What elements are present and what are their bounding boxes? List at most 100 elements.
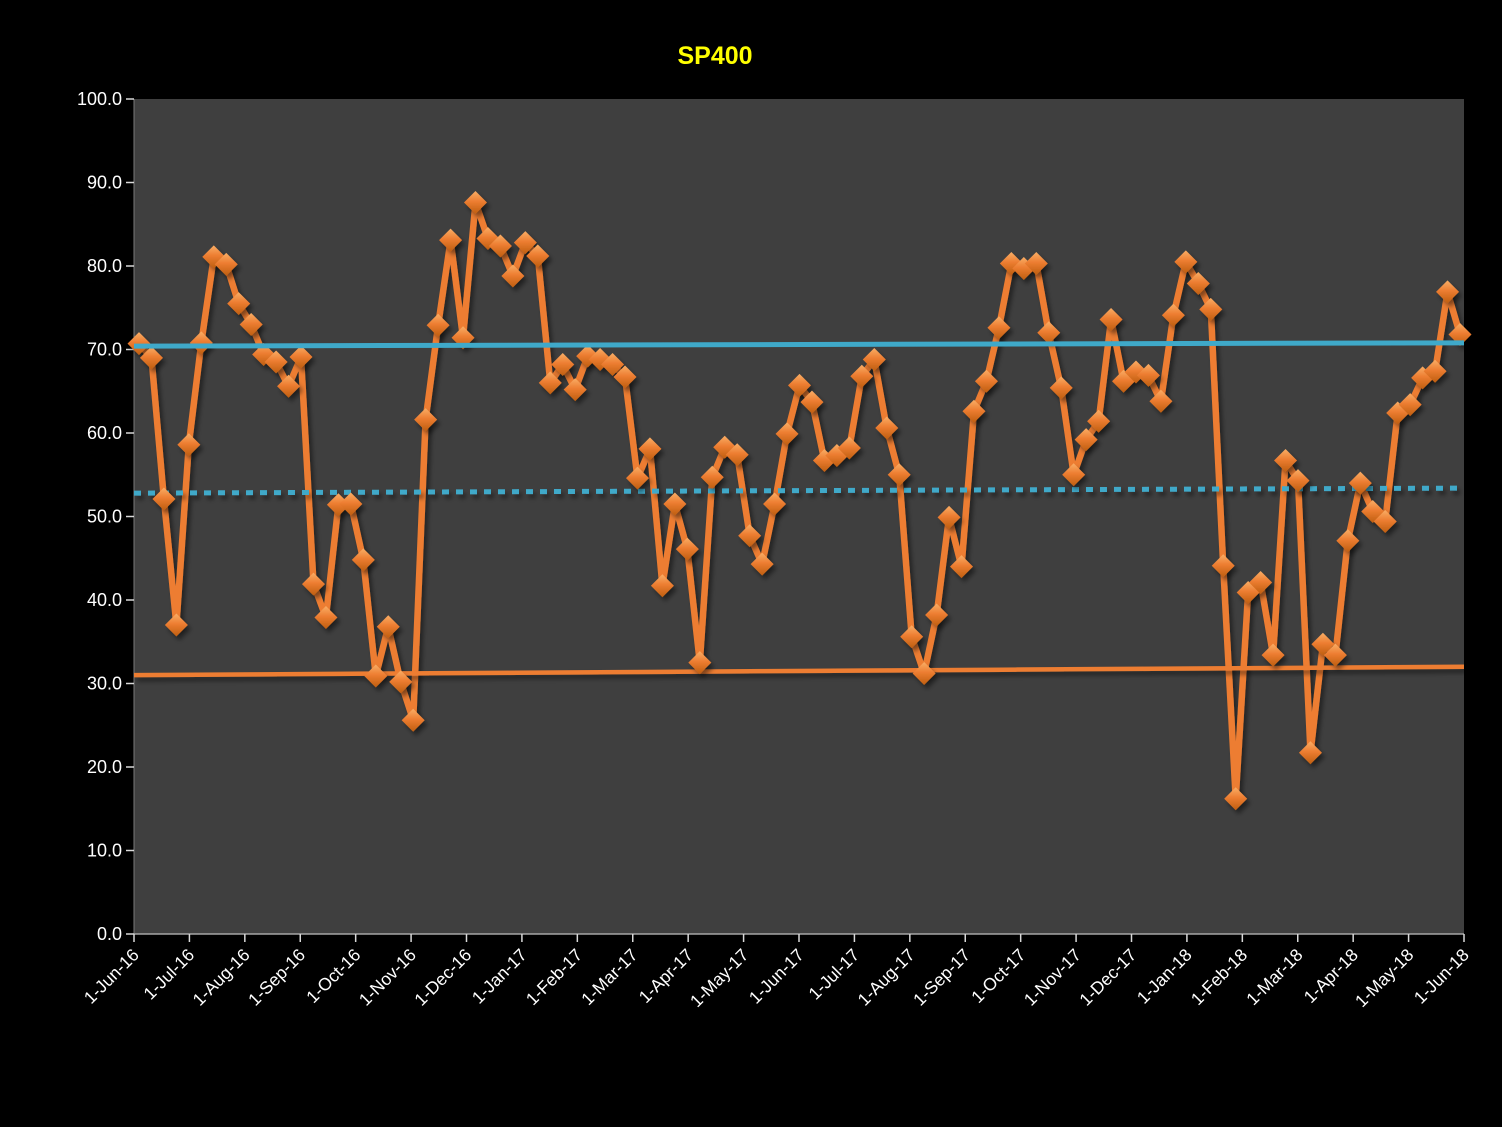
data-point-marker bbox=[376, 615, 400, 639]
data-point-marker bbox=[501, 264, 525, 288]
data-point-marker bbox=[1348, 471, 1372, 495]
x-axis-label: 1-Jan-18 bbox=[1133, 945, 1196, 1008]
data-point-marker bbox=[1149, 389, 1173, 413]
trend-lines bbox=[133, 485, 1465, 678]
data-point-marker bbox=[650, 574, 674, 598]
x-axis-label: 1-May-18 bbox=[1351, 945, 1417, 1011]
x-axis-label: 1-Nov-17 bbox=[1020, 945, 1085, 1010]
x-axis-label: 1-Jun-17 bbox=[745, 945, 808, 1008]
data-point-marker bbox=[775, 422, 799, 446]
data-point-marker bbox=[264, 350, 288, 374]
data-point-marker bbox=[164, 613, 188, 637]
data-point-marker bbox=[1012, 257, 1036, 281]
data-point-marker bbox=[725, 443, 749, 467]
x-axis-label: 1-Aug-16 bbox=[189, 945, 254, 1010]
data-point-marker bbox=[1398, 393, 1422, 417]
y-axis-label: 20.0 bbox=[87, 757, 122, 777]
data-point-marker bbox=[1436, 280, 1460, 304]
x-axis-label: 1-Dec-16 bbox=[410, 945, 475, 1010]
data-point-marker bbox=[1161, 303, 1185, 327]
x-axis-label: 1-Jun-18 bbox=[1410, 945, 1473, 1008]
data-point-marker bbox=[1286, 469, 1310, 493]
data-point-marker bbox=[488, 234, 512, 258]
data-point-marker bbox=[1099, 307, 1123, 331]
data-point-marker bbox=[1049, 376, 1073, 400]
data-point-marker bbox=[526, 244, 550, 268]
data-point-marker bbox=[900, 625, 924, 649]
data-point-marker bbox=[277, 374, 301, 398]
data-point-marker bbox=[962, 399, 986, 423]
data-point-marker bbox=[987, 316, 1011, 340]
data-point-marker bbox=[177, 433, 201, 457]
data-point-marker bbox=[414, 408, 438, 432]
x-axis-label: 1-Feb-18 bbox=[1187, 945, 1251, 1009]
data-point-marker bbox=[1274, 449, 1298, 473]
data-point-marker bbox=[401, 708, 425, 732]
data-point-marker bbox=[1311, 632, 1335, 656]
lower-band-line bbox=[133, 664, 1465, 678]
data-point-marker bbox=[1261, 643, 1285, 667]
data-point-marker bbox=[688, 651, 712, 675]
data-point-marker bbox=[1448, 322, 1472, 346]
data-point-marker bbox=[152, 487, 176, 511]
data-point-marker bbox=[551, 353, 575, 377]
data-point-marker bbox=[763, 492, 787, 516]
x-axis-label: 1-Oct-16 bbox=[302, 945, 364, 1007]
data-point-marker bbox=[139, 346, 163, 370]
data-point-marker bbox=[738, 524, 762, 548]
data-point-marker bbox=[625, 466, 649, 490]
data-point-marker bbox=[1323, 643, 1347, 667]
y-axis-label: 80.0 bbox=[87, 256, 122, 276]
data-point-marker bbox=[289, 345, 313, 369]
y-axis-label: 60.0 bbox=[87, 423, 122, 443]
upper-band-line bbox=[133, 340, 1465, 349]
data-point-marker bbox=[912, 661, 936, 685]
x-axis-label: 1-Mar-17 bbox=[577, 945, 641, 1009]
data-point-marker bbox=[1024, 251, 1048, 275]
data-point-marker bbox=[788, 373, 811, 397]
data-point-marker bbox=[1037, 321, 1061, 345]
data-point-marker bbox=[937, 505, 961, 529]
data-point-marker bbox=[1174, 250, 1198, 274]
data-point-marker bbox=[850, 364, 874, 388]
data-point-marker bbox=[538, 371, 562, 395]
data-point-marker bbox=[301, 572, 325, 596]
y-axis-label: 100.0 bbox=[77, 89, 122, 109]
data-point-marker bbox=[675, 537, 699, 561]
y-axis-label: 90.0 bbox=[87, 173, 122, 193]
data-point-marker bbox=[875, 416, 899, 440]
data-point-marker bbox=[1136, 363, 1160, 387]
y-axis-label: 10.0 bbox=[87, 841, 122, 861]
data-point-marker bbox=[700, 465, 724, 489]
data-point-marker bbox=[638, 437, 662, 461]
x-axis-label: 1-Jan-17 bbox=[468, 945, 531, 1008]
x-axis-label: 1-Jun-16 bbox=[80, 945, 143, 1008]
data-point-marker bbox=[1224, 787, 1248, 811]
data-point-marker bbox=[314, 606, 338, 630]
x-axis-label: 1-Mar-18 bbox=[1242, 945, 1306, 1009]
series-markers bbox=[127, 191, 1472, 811]
plot-area bbox=[134, 99, 1464, 934]
data-point-marker bbox=[1074, 428, 1098, 452]
data-point-marker bbox=[837, 436, 861, 460]
data-point-marker bbox=[1211, 554, 1235, 578]
data-point-marker bbox=[351, 548, 375, 572]
chart-title: SP400 bbox=[677, 42, 753, 70]
x-axis-label: 1-Aug-17 bbox=[854, 945, 919, 1010]
x-axis-label: 1-Sep-17 bbox=[909, 945, 974, 1010]
data-point-marker bbox=[750, 552, 774, 576]
x-axis-label: 1-Feb-17 bbox=[522, 945, 586, 1009]
data-point-marker bbox=[887, 463, 911, 487]
data-point-marker bbox=[1186, 272, 1210, 296]
data-point-marker bbox=[613, 365, 637, 389]
data-point-marker bbox=[601, 353, 625, 377]
data-point-marker bbox=[1336, 529, 1360, 553]
y-axis-label: 30.0 bbox=[87, 674, 122, 694]
data-point-marker bbox=[974, 369, 998, 393]
x-axis-label: 1-May-17 bbox=[686, 945, 752, 1011]
data-point-marker bbox=[364, 664, 388, 688]
data-point-marker bbox=[1062, 463, 1086, 487]
data-point-marker bbox=[339, 492, 363, 516]
y-axis-label: 40.0 bbox=[87, 590, 122, 610]
